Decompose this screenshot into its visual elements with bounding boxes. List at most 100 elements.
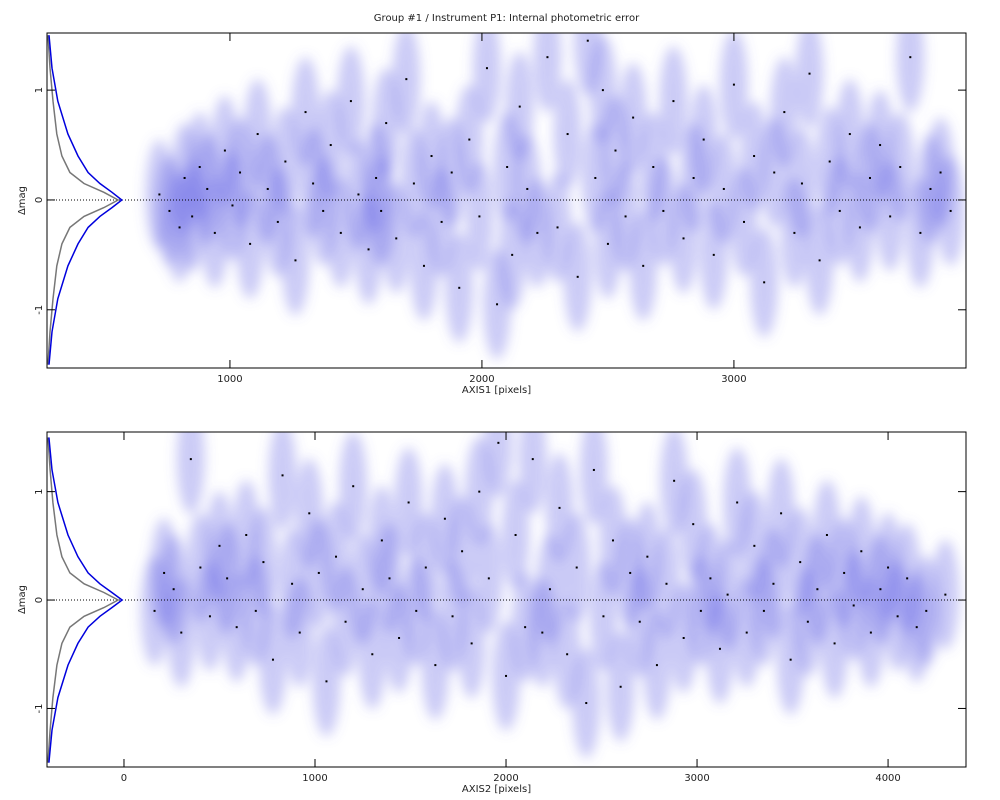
point <box>415 609 418 612</box>
point <box>325 680 328 683</box>
y-axis-label: Δmag <box>17 186 28 215</box>
point <box>183 176 186 179</box>
point <box>576 275 579 278</box>
point <box>317 571 320 574</box>
x-tick-label: 4000 <box>875 773 900 784</box>
point <box>789 658 792 661</box>
point <box>585 702 588 705</box>
histogram-curve <box>47 35 120 365</box>
point <box>276 220 279 223</box>
y-tick-label: -1 <box>34 703 45 713</box>
point <box>800 182 803 185</box>
point <box>925 609 928 612</box>
point <box>298 631 301 634</box>
point <box>451 615 454 618</box>
point <box>566 653 569 656</box>
x-tick-label: 0 <box>121 773 127 784</box>
point <box>860 550 863 553</box>
point <box>899 166 902 168</box>
point <box>602 615 605 618</box>
density-blob <box>484 432 513 498</box>
point <box>470 642 473 645</box>
point <box>329 144 332 147</box>
plot-frame <box>46 32 967 369</box>
point <box>361 588 364 591</box>
point <box>852 604 855 607</box>
point <box>208 615 211 618</box>
point <box>199 566 202 569</box>
point <box>304 111 307 114</box>
point <box>511 253 514 256</box>
point <box>524 626 527 629</box>
x-tick-label: 3000 <box>721 374 746 385</box>
point <box>611 539 614 542</box>
point <box>858 226 861 229</box>
y-tick-label: 0 <box>34 597 45 603</box>
point <box>349 100 352 103</box>
point <box>505 674 508 677</box>
point <box>172 588 175 591</box>
point <box>638 620 641 623</box>
point <box>642 264 645 267</box>
point <box>646 555 649 558</box>
point <box>239 171 242 174</box>
point <box>312 182 315 185</box>
point <box>506 166 509 168</box>
point <box>254 609 257 612</box>
y-tick-label: -1 <box>34 305 45 315</box>
density-blob <box>579 432 608 525</box>
point <box>231 204 234 207</box>
point <box>742 220 745 223</box>
point <box>949 209 952 212</box>
point <box>388 577 391 580</box>
point <box>223 149 226 152</box>
density-blob <box>795 33 824 129</box>
point <box>478 490 481 493</box>
point <box>514 533 517 536</box>
y-axis-label: Δmag <box>17 585 28 614</box>
point <box>422 264 425 267</box>
point <box>398 636 401 639</box>
y-tick-label: 1 <box>34 87 45 93</box>
point <box>478 215 481 218</box>
x-tick-label: 2000 <box>493 773 518 784</box>
point <box>783 111 786 114</box>
point <box>732 83 735 86</box>
point <box>718 647 721 650</box>
point <box>294 259 297 262</box>
point <box>380 539 383 542</box>
chart-title: Group #1 / Instrument P1: Internal photo… <box>374 13 640 24</box>
point <box>816 588 819 591</box>
point <box>158 193 161 196</box>
point <box>385 122 388 125</box>
point <box>601 89 604 92</box>
point <box>245 533 248 536</box>
point <box>868 176 871 179</box>
point <box>887 566 890 569</box>
point <box>558 506 561 509</box>
point <box>450 171 453 174</box>
point <box>632 116 635 119</box>
density-blob <box>533 33 562 113</box>
x-tick-label: 2000 <box>469 374 494 385</box>
histogram-curve <box>47 437 120 763</box>
point <box>226 577 229 580</box>
point <box>271 658 274 661</box>
point <box>869 631 872 634</box>
point <box>808 72 811 75</box>
point <box>919 231 922 234</box>
point <box>430 155 433 158</box>
point <box>375 176 378 179</box>
point <box>825 533 828 536</box>
point <box>673 479 676 482</box>
point <box>843 571 846 574</box>
point <box>405 78 408 81</box>
point <box>218 544 221 547</box>
density-blob <box>268 432 297 531</box>
point <box>772 582 775 585</box>
point <box>235 626 238 629</box>
point <box>546 56 549 59</box>
y-tick-label: 0 <box>34 197 45 203</box>
point <box>586 39 589 42</box>
